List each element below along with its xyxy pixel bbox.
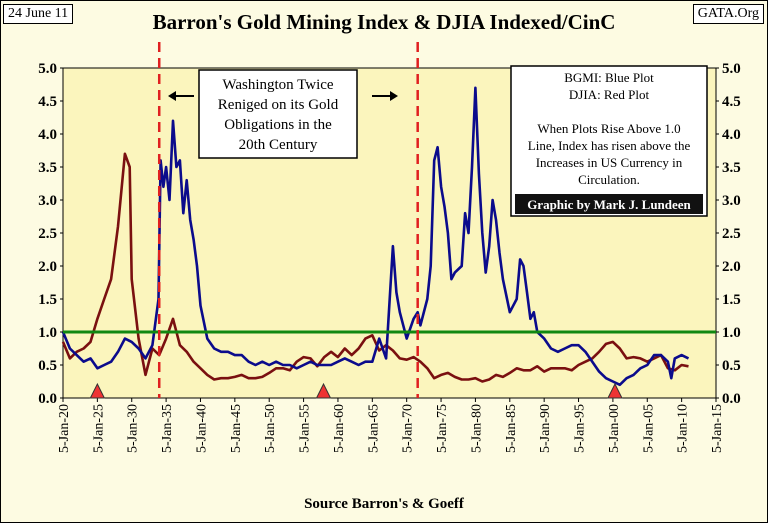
right-arrow-head [390, 91, 398, 101]
x-tick-label: 5-Jan-30 [126, 404, 141, 453]
x-tick-label: 5-Jan-10 [676, 404, 691, 453]
y-tick-left: 5.0 [38, 61, 57, 77]
legend-text: When Plots Rise Above 1.0 [537, 121, 680, 136]
y-tick-right: 3.0 [722, 193, 741, 209]
y-tick-left: 4.0 [38, 127, 57, 143]
y-tick-left: 0.5 [38, 358, 57, 374]
legend-text: Increases in US Currency in [536, 155, 683, 170]
bgmi-line [61, 86, 690, 387]
legend-text: Circulation. [578, 172, 640, 187]
x-tick-label: 5-Jan-25 [91, 404, 106, 453]
x-tick-label: 5-Jan-65 [366, 404, 381, 453]
y-tick-left: 0.0 [38, 391, 57, 407]
x-tick-label: 5-Jan-05 [641, 404, 656, 453]
y-tick-right: 4.5 [722, 94, 741, 110]
x-tick-label: 5-Jan-40 [194, 404, 209, 453]
y-tick-left: 2.5 [38, 226, 57, 242]
x-tick-label: 5-Jan-35 [160, 404, 175, 453]
y-tick-right: 2.5 [722, 226, 741, 242]
x-tick-label: 5-Jan-60 [332, 404, 347, 453]
triangle-marker [89, 382, 106, 399]
y-tick-left: 2.0 [38, 259, 57, 275]
y-tick-left: 1.5 [38, 292, 57, 308]
x-tick-label: 5-Jan-55 [298, 404, 313, 453]
x-tick-label: 5-Jan-80 [469, 404, 484, 453]
x-tick-label: 5-Jan-50 [263, 404, 278, 453]
y-tick-right: 0.0 [722, 391, 741, 407]
triangle-marker [607, 382, 623, 399]
x-tick-label: 5-Jan-90 [538, 404, 553, 453]
y-tick-left: 4.5 [38, 94, 57, 110]
triangle-marker [315, 382, 332, 399]
x-tick-label: 5-Jan-20 [57, 404, 72, 453]
y-tick-right: 5.0 [722, 61, 741, 77]
x-tick-label: 5-Jan-70 [401, 404, 416, 453]
annotation-box [198, 69, 358, 159]
y-tick-right: 1.0 [722, 325, 741, 341]
date-label: 24 June 11 [3, 4, 74, 24]
legend-text: DJIA: Red Plot [569, 87, 650, 102]
annotation-text: Obligations in the [224, 117, 332, 133]
annotation-text: 20th Century [239, 137, 318, 153]
x-tick-label: 5-Jan-95 [573, 404, 588, 453]
x-tick-label: 5-Jan-15 [710, 404, 725, 453]
y-tick-left: 3.0 [38, 193, 57, 209]
y-tick-left: 3.5 [38, 160, 57, 176]
footer-source: Source Barron's & Goeff [304, 496, 464, 512]
credit-text: Graphic by Mark J. Lundeen [527, 197, 691, 212]
y-tick-left: 1.0 [38, 325, 57, 341]
x-tick-label: 5-Jan-85 [504, 404, 519, 453]
djia-line [61, 152, 689, 383]
legend-text: Line, Index has risen above the [528, 138, 691, 153]
y-tick-right: 4.0 [722, 127, 741, 143]
chart-title: Barron's Gold Mining Index & DJIA Indexe… [152, 10, 616, 34]
y-tick-right: 2.0 [722, 259, 741, 275]
left-arrow-head [168, 91, 176, 101]
legend-box [510, 65, 708, 217]
y-tick-right: 3.5 [722, 160, 741, 176]
source-label: GATA.Org [692, 4, 764, 24]
x-tick-label: 5-Jan-00 [607, 404, 622, 453]
legend-text: BGMI: Blue Plot [564, 70, 654, 85]
credit-bg [515, 194, 703, 214]
y-tick-right: 0.5 [722, 358, 741, 374]
x-tick-label: 5-Jan-75 [435, 404, 450, 453]
x-tick-label: 5-Jan-45 [229, 404, 244, 453]
annotation-text: Washington Twice [222, 77, 334, 93]
annotation-text: Reniged on its Gold [218, 97, 339, 113]
y-tick-right: 1.5 [722, 292, 741, 308]
